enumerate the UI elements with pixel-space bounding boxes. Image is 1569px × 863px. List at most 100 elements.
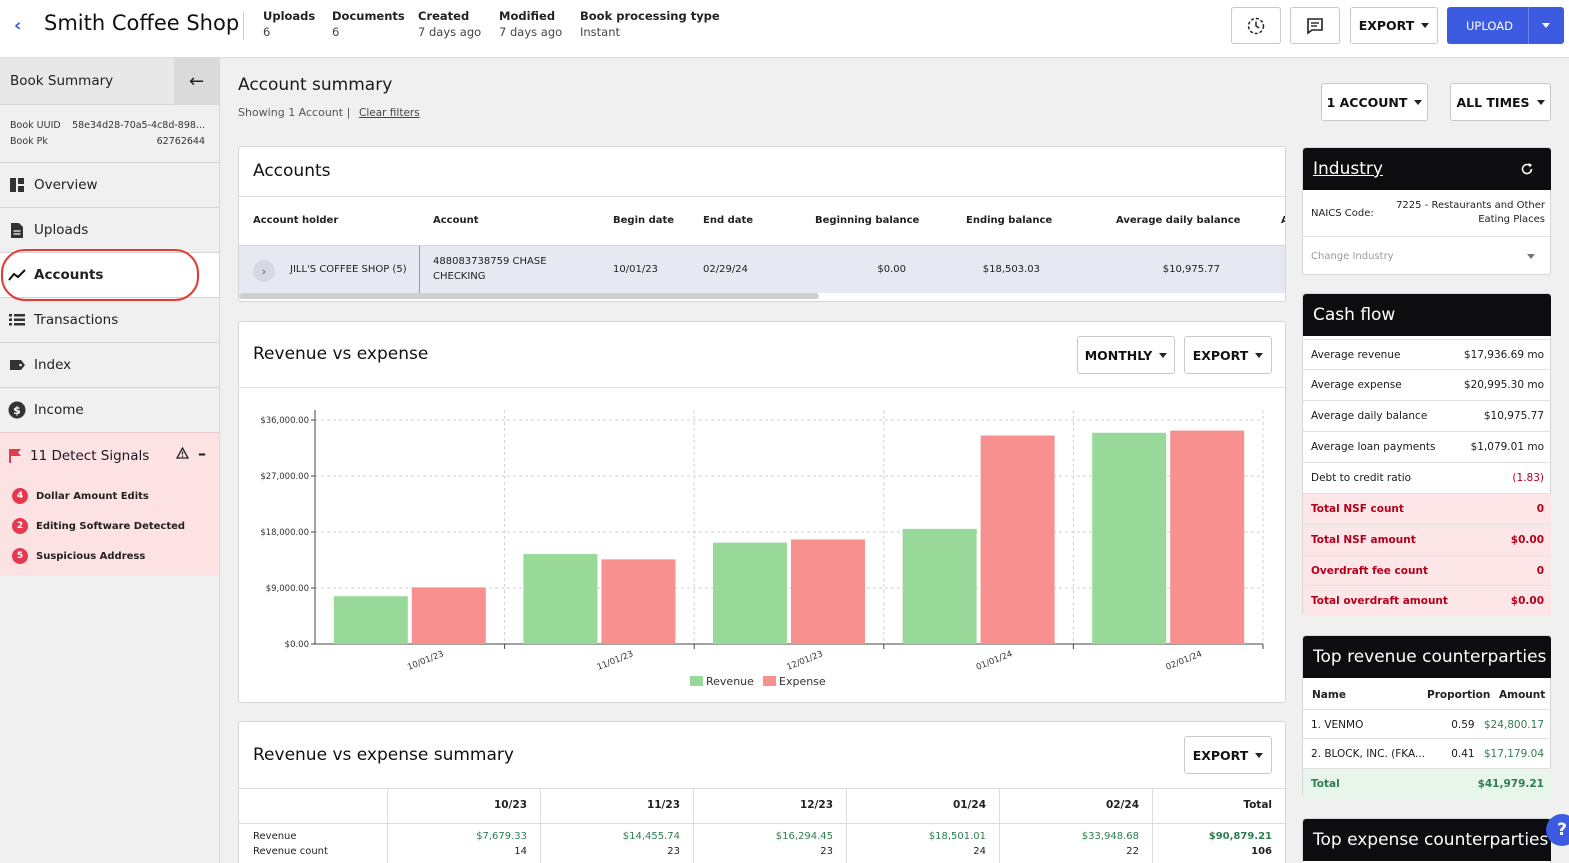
signal-item[interactable]: 2 Editing Software Detected <box>12 518 185 534</box>
revenue-expense-chart: $0.00 $9,000.00 $18,000.00 $27,000.00 $36,00… <box>260 410 1264 688</box>
top-expense-header: Top expense counterparties <box>1303 819 1551 861</box>
counterparty-row[interactable]: 1. VENMO 0.59 $24,800.17 <box>1303 709 1551 740</box>
col-account[interactable]: Account <box>433 215 479 226</box>
summary-export-button[interactable]: EXPORT <box>1184 736 1272 774</box>
sidebar-item-label: Uploads <box>34 222 89 238</box>
legend-label: Expense <box>779 675 826 688</box>
accounts-highlight-annotation <box>1 249 199 301</box>
signal-item[interactable]: 5 Suspicious Address <box>12 548 145 564</box>
col-begin-date[interactable]: Begin date <box>613 215 675 226</box>
horizontal-scrollbar[interactable] <box>239 293 819 299</box>
industry-panel: Industry NAICS Code: 7225 - Restaurants … <box>1302 147 1551 275</box>
chevron-down-icon <box>1255 752 1264 758</box>
showing-count: Showing 1 Account | <box>238 106 351 119</box>
count-cell: 23 <box>667 846 680 857</box>
col-average-daily-balance[interactable]: Average daily balance <box>1116 215 1241 226</box>
col-truncated[interactable]: A <box>1281 215 1285 226</box>
expand-row-icon[interactable]: › <box>253 260 275 282</box>
beginning-balance-cell: $0.00 <box>877 264 906 275</box>
cash-flow-row: Debt to credit ratio (1.83) <box>1303 462 1551 493</box>
account-filter-dropdown[interactable]: 1 ACCOUNT <box>1321 83 1428 121</box>
list-icon <box>0 313 34 327</box>
cash-flow-alert-row: Overdraft fee count 0 <box>1303 555 1551 586</box>
accounts-title: Accounts <box>253 161 331 181</box>
legend-swatch <box>763 676 776 686</box>
comment-icon <box>1307 17 1323 35</box>
sidebar-item-income[interactable]: $ Income <box>0 387 219 432</box>
x-tick-label: 10/01/23 <box>406 649 445 673</box>
summary-divider <box>239 823 1285 824</box>
counterparty-amount: $24,800.17 <box>1483 719 1544 731</box>
revenue-count-row-label: Revenue count <box>253 846 328 857</box>
y-tick-label: $18,000.00 <box>260 528 309 538</box>
history-button[interactable] <box>1231 7 1281 44</box>
x-tick-label: 01/01/24 <box>975 649 1014 673</box>
cash-flow-alert-row: Total NSF amount $0.00 <box>1303 524 1551 555</box>
bar-expense <box>411 587 486 644</box>
revenue-expense-card: Revenue vs expense MONTHLY EXPORT $0.00 $… <box>238 321 1286 703</box>
account-cell-line1: 488083738759 CHASE <box>433 256 547 267</box>
sidebar-item-label: Accounts <box>34 267 104 283</box>
upload-button[interactable]: UPLOAD <box>1447 7 1564 44</box>
end-date-cell: 02/29/24 <box>703 264 748 275</box>
cash-flow-value: 0 <box>1536 503 1544 515</box>
counterparty-name: 1. VENMO <box>1311 719 1364 731</box>
industry-title: Industry <box>1313 159 1383 179</box>
summary-col-10-23: 10/23 <box>493 799 527 811</box>
cash-flow-title: Cash flow <box>1313 305 1396 325</box>
sidebar-item-overview[interactable]: Overview <box>0 162 219 207</box>
upload-dropdown-icon[interactable] <box>1542 23 1550 28</box>
meta-modified: Modified 7 days ago <box>499 9 563 39</box>
card-divider <box>239 387 1285 388</box>
bar-expense <box>1170 430 1245 644</box>
header-export-button[interactable]: EXPORT <box>1350 7 1438 44</box>
col-beginning-balance[interactable]: Beginning balance <box>815 215 920 226</box>
period-dropdown[interactable]: MONTHLY <box>1077 336 1175 374</box>
col-account-holder[interactable]: Account holder <box>253 215 339 226</box>
detect-signals-header[interactable]: 11 Detect Signals – <box>0 433 219 478</box>
flag-icon <box>0 448 30 463</box>
book-pk: Book Pk 62762644 <box>10 136 205 147</box>
period-label: MONTHLY <box>1084 347 1153 363</box>
cash-flow-label: Total NSF count <box>1311 503 1404 515</box>
signal-count-badge: 5 <box>12 548 28 564</box>
col-line <box>1152 788 1153 863</box>
collapse-minus-icon[interactable]: – <box>198 444 206 463</box>
chart-export-button[interactable]: EXPORT <box>1184 336 1272 374</box>
top-expense-title: Top expense counterparties <box>1313 830 1549 850</box>
back-chevron-icon[interactable]: ‹ <box>14 15 22 36</box>
table-row[interactable]: › JILL'S COFFEE SHOP (5) 488083738759 CH… <box>239 245 1285 294</box>
change-industry-select[interactable]: Change Industry <box>1303 236 1551 275</box>
sidebar-item-index[interactable]: Index <box>0 342 219 387</box>
col-end-date[interactable]: End date <box>703 215 754 226</box>
comments-button[interactable] <box>1290 7 1340 44</box>
cash-flow-row: Average expense $20,995.30 mo <box>1303 369 1551 400</box>
cash-flow-label: Total overdraft amount <box>1311 595 1448 607</box>
counterparty-row[interactable]: 2. BLOCK, INC. (FKA... 0.41 $17,179.04 <box>1303 738 1551 769</box>
x-tick-label: 11/01/23 <box>596 649 635 673</box>
cash-flow-header: Cash flow <box>1303 294 1551 336</box>
col-line <box>387 788 388 863</box>
meta-documents: Documents 6 <box>332 9 405 39</box>
time-filter-dropdown[interactable]: ALL TIMES <box>1450 83 1551 121</box>
refresh-icon[interactable] <box>1520 162 1534 176</box>
detect-signals-panel: 11 Detect Signals – 4 Dollar Amount Edit… <box>0 432 219 576</box>
naics-label: NAICS Code: <box>1311 208 1374 219</box>
cash-flow-panel: Cash flow Average revenue $17,936.69 mo A… <box>1302 293 1551 616</box>
naics-value-line2: Eating Places <box>1478 214 1545 225</box>
sidebar-item-transactions[interactable]: Transactions <box>0 297 219 342</box>
col-ending-balance[interactable]: Ending balance <box>966 215 1053 226</box>
clear-filters-link[interactable]: Clear filters <box>359 107 420 119</box>
sidebar-item-uploads[interactable]: Uploads <box>0 207 219 252</box>
chevron-down-icon <box>1536 99 1545 105</box>
revenue-cell: $14,455.74 <box>622 831 680 842</box>
time-filter-label: ALL TIMES <box>1456 94 1530 110</box>
top-revenue-title: Top revenue counterparties <box>1313 647 1547 667</box>
bar-revenue <box>902 528 977 644</box>
counterparty-proportion: 0.41 <box>1451 748 1475 760</box>
help-button[interactable]: ? <box>1546 814 1569 846</box>
collapse-arrow-icon[interactable]: ← <box>174 58 219 105</box>
signal-label: Dollar Amount Edits <box>36 490 149 502</box>
y-tick-label: $9,000.00 <box>266 584 309 594</box>
signal-item[interactable]: 4 Dollar Amount Edits <box>12 488 149 504</box>
